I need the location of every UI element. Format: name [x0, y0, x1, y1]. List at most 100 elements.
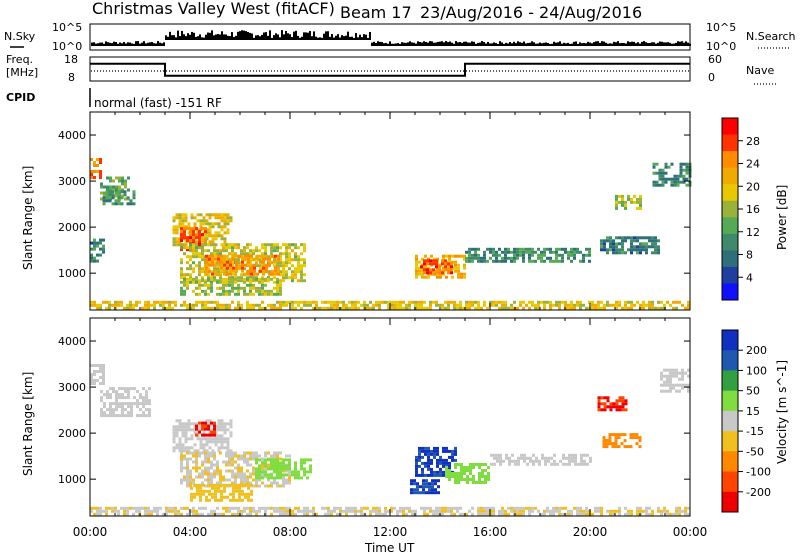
- heatmap-cell: [420, 306, 423, 310]
- heatmap-cell: [540, 256, 543, 260]
- heatmap-cell: [666, 374, 669, 378]
- heatmap-cell: [241, 489, 244, 493]
- heatmap-cell: [201, 289, 204, 293]
- heatmap-cell: [186, 484, 189, 488]
- heatmap-cell: [300, 279, 303, 283]
- heatmap-cell: [282, 469, 285, 473]
- heatmap-cell: [214, 440, 218, 444]
- heatmap-cell: [436, 470, 439, 474]
- heatmap-cell: [626, 445, 630, 449]
- heatmap-cell: [684, 512, 687, 516]
- heatmap-cell: [612, 405, 616, 409]
- heatmap-cell: [534, 259, 537, 263]
- heatmap-cell: [93, 247, 96, 251]
- heatmap-cell: [617, 433, 621, 437]
- heatmap-cell: [435, 300, 438, 304]
- heatmap-cell: [339, 506, 342, 510]
- heatmap-cell: [405, 306, 408, 310]
- heatmap-cell: [168, 306, 171, 310]
- heatmap-cell: [118, 414, 121, 418]
- heatmap-cell: [201, 472, 204, 476]
- heatmap-cell: [330, 303, 333, 307]
- freq-tick-bottom: 8: [68, 71, 75, 84]
- heatmap-cell: [354, 509, 357, 513]
- heatmap-cell: [454, 254, 457, 258]
- heatmap-cell: [285, 469, 288, 473]
- heatmap-cell: [226, 254, 229, 258]
- heatmap-cell: [441, 259, 444, 263]
- noise-sample: [433, 42, 435, 46]
- heatmap-cell: [228, 303, 231, 307]
- heatmap-cell: [117, 202, 121, 206]
- heatmap-cell: [255, 264, 258, 268]
- heatmap-cell: [201, 463, 204, 467]
- heatmap-cell: [324, 306, 327, 310]
- heatmap-cell: [635, 442, 639, 446]
- heatmap-cell: [483, 512, 486, 516]
- heatmap-cell: [648, 512, 651, 516]
- heatmap-cell: [216, 252, 219, 256]
- heatmap-cell: [210, 463, 213, 467]
- heatmap-cell: [241, 269, 244, 273]
- heatmap-cell: [366, 506, 369, 510]
- heatmap-cell: [217, 498, 220, 502]
- noise-sample: [547, 43, 549, 46]
- heatmap-cell: [222, 306, 225, 310]
- heatmap-cell: [192, 236, 195, 240]
- heatmap-cell: [198, 264, 201, 268]
- heatmap-cell: [211, 240, 215, 244]
- heatmap-cell: [433, 455, 436, 459]
- heatmap-cell: [282, 475, 285, 479]
- colorbar-tick-label: -200: [746, 486, 771, 499]
- heatmap-cell: [145, 390, 148, 394]
- heatmap-cell: [240, 509, 243, 513]
- heatmap-cell: [642, 303, 645, 307]
- heatmap-cell: [450, 506, 453, 510]
- noise-sample: [315, 36, 317, 40]
- heatmap-cell: [225, 258, 228, 262]
- heatmap-cell: [450, 268, 453, 272]
- heatmap-cell: [210, 289, 213, 293]
- heatmap-cell: [309, 509, 312, 513]
- heatmap-cell: [183, 478, 186, 482]
- heatmap-cell: [217, 434, 221, 438]
- heatmap-cell: [211, 257, 214, 261]
- heatmap-cell: [118, 188, 121, 192]
- time-axis-labels: 00:00 04:00 08:00 12:00 16:00 20:00 00:00: [73, 525, 708, 539]
- heatmap-cell: [249, 303, 252, 307]
- heatmap-cell: [276, 264, 279, 268]
- heatmap-cell: [222, 506, 225, 510]
- heatmap-cell: [651, 303, 654, 307]
- heatmap-cell: [552, 259, 555, 263]
- heatmap-cell: [115, 194, 118, 198]
- heatmap-cell: [558, 253, 561, 257]
- heatmap-cell: [201, 227, 204, 231]
- heatmap-cell: [324, 300, 327, 304]
- heatmap-cell: [333, 303, 336, 307]
- heatmap-cell: [639, 197, 642, 201]
- heatmap-cell: [208, 222, 212, 226]
- heatmap-cell: [546, 247, 549, 251]
- heatmap-cell: [220, 483, 223, 487]
- heatmap-cell: [582, 509, 585, 513]
- heatmap-cell: [127, 402, 130, 406]
- heatmap-cell: [441, 306, 444, 310]
- noise-sample: [105, 41, 107, 46]
- heatmap-cell: [189, 469, 192, 473]
- heatmap-cell: [204, 484, 207, 488]
- heatmap-cell: [687, 300, 690, 304]
- heatmap-cell: [457, 254, 460, 258]
- heatmap-cell: [387, 303, 390, 307]
- heatmap-cell: [192, 246, 195, 250]
- heatmap-cell: [180, 292, 183, 296]
- heatmap-cell: [513, 250, 516, 254]
- time-axis-title: Time UT: [364, 541, 415, 554]
- heatmap-cell: [252, 469, 255, 473]
- heatmap-cell: [226, 495, 229, 499]
- heatmap-cell: [102, 199, 106, 203]
- heatmap-cell: [418, 464, 421, 468]
- heatmap-cell: [228, 306, 231, 310]
- heatmap-cell: [421, 461, 424, 465]
- noise-sample: [605, 42, 607, 46]
- heatmap-cell: [208, 228, 212, 232]
